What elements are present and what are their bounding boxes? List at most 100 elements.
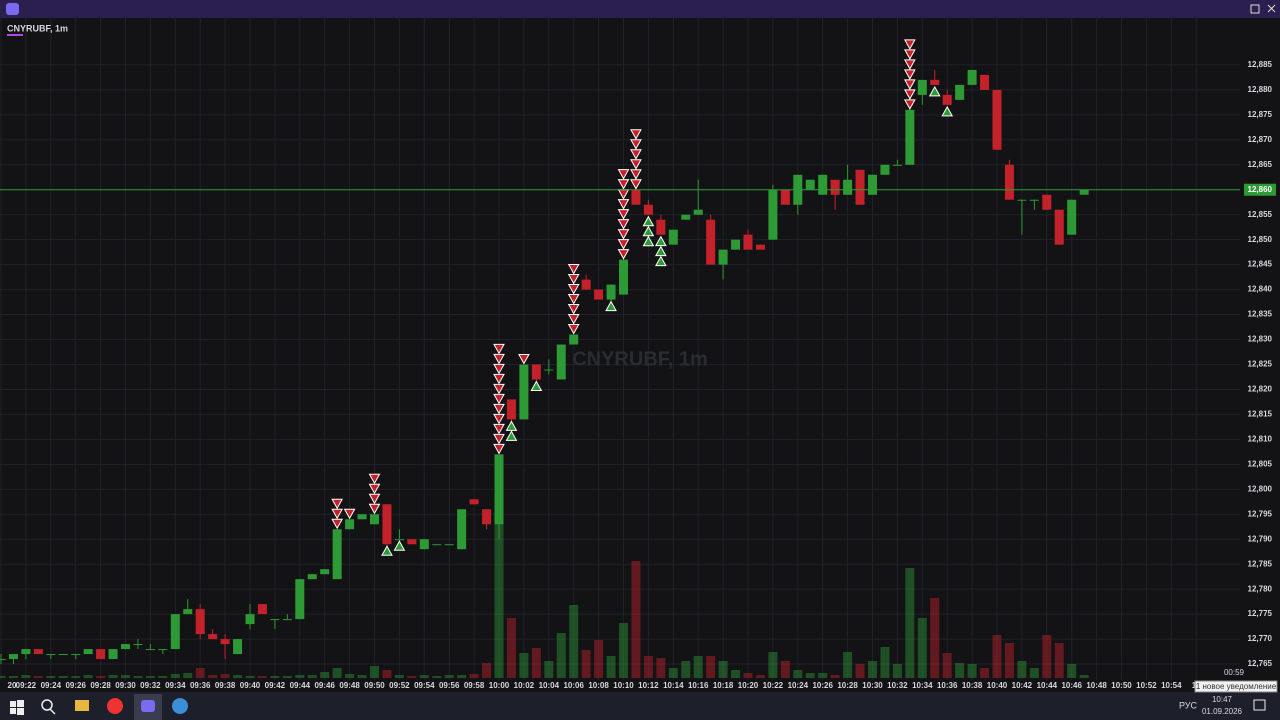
candle-body xyxy=(83,649,93,655)
watermark: CNYRUBF, 1m xyxy=(572,348,708,370)
y-tick-label: 12,870 xyxy=(1248,135,1273,144)
y-tick-label: 12,865 xyxy=(1248,160,1273,169)
x-tick-label: 09:36 xyxy=(190,681,211,690)
candle-body xyxy=(394,539,404,541)
volume-bar xyxy=(793,670,803,678)
candle-body xyxy=(33,649,43,655)
candle-body xyxy=(955,84,965,100)
title-underline xyxy=(7,34,23,36)
candle-body xyxy=(693,209,703,215)
y-tick-label: 12,805 xyxy=(1248,459,1273,468)
sell-signal xyxy=(904,39,916,50)
volume-bar xyxy=(656,658,666,678)
browser-icon[interactable] xyxy=(107,698,123,714)
candle-body xyxy=(768,189,778,240)
language[interactable]: РУС xyxy=(1179,700,1198,710)
volume-bar xyxy=(1067,664,1077,678)
volume-bar xyxy=(145,676,155,678)
volume-bar xyxy=(183,673,193,678)
x-tick-label: 09:56 xyxy=(439,681,460,690)
volume-bar xyxy=(606,656,616,678)
volume-bar xyxy=(8,676,18,678)
candle-body xyxy=(805,179,815,190)
volume-bar xyxy=(1079,675,1089,678)
volume-bar xyxy=(257,676,267,678)
candle-body xyxy=(345,519,355,530)
sell-signal xyxy=(617,169,630,180)
close-button[interactable] xyxy=(1267,4,1276,13)
candle-body xyxy=(606,284,616,300)
volume-bar xyxy=(158,676,168,678)
candle-body xyxy=(183,609,193,615)
volume-bar xyxy=(282,676,292,678)
candle-body xyxy=(320,569,330,575)
candle-body xyxy=(270,619,280,621)
volume-bar xyxy=(444,675,454,678)
clock-time[interactable]: 10:47 xyxy=(1212,695,1233,704)
x-tick-label: 09:34 xyxy=(165,681,186,690)
x-tick-label: 09:48 xyxy=(339,681,360,690)
volume-bar xyxy=(233,675,243,678)
start-button[interactable] xyxy=(10,700,24,715)
sell-signal xyxy=(368,473,381,485)
candle-body xyxy=(880,164,890,175)
app-icon-2[interactable] xyxy=(172,698,188,714)
candle-body xyxy=(780,189,790,205)
volume-bar xyxy=(320,672,330,678)
taskbar xyxy=(0,692,1280,720)
volume-bar xyxy=(967,664,977,678)
buy-signal xyxy=(655,255,667,267)
candle-body xyxy=(731,239,741,250)
volume-bar xyxy=(71,676,81,678)
x-tick-label: 09:26 xyxy=(65,681,86,690)
volume-bar xyxy=(942,653,952,678)
candle-body xyxy=(830,179,840,195)
x-tick-label: 09:52 xyxy=(389,681,410,690)
candle-body xyxy=(382,504,392,545)
buy-signal xyxy=(928,85,941,97)
explorer-icon[interactable] xyxy=(75,700,89,711)
x-tick-label: 10:36 xyxy=(937,681,958,690)
search-button[interactable] xyxy=(41,699,53,711)
x-tick-label: 10:24 xyxy=(788,681,809,690)
volume-bar xyxy=(892,664,902,678)
volume-bar xyxy=(394,675,404,678)
x-tick-label: 09:54 xyxy=(414,681,435,690)
volume-bar xyxy=(58,676,68,678)
notification-tooltip xyxy=(1194,680,1278,693)
x-tick-label: 10:00 xyxy=(489,681,510,690)
volume-bar xyxy=(631,561,641,678)
candle-body xyxy=(619,259,628,295)
x-tick-label: 10:06 xyxy=(563,681,584,690)
y-tick-label: 12,825 xyxy=(1248,360,1273,369)
x-tick-label: 09:30 xyxy=(115,681,136,690)
volume-bar xyxy=(0,676,6,678)
candle-body xyxy=(656,219,666,235)
volume-bar xyxy=(407,676,417,678)
volume-bar xyxy=(706,656,716,678)
candle-body xyxy=(370,514,379,525)
sell-signal xyxy=(343,508,356,520)
volume-bar xyxy=(992,635,1002,678)
volume-bar xyxy=(1054,643,1064,678)
candle-body xyxy=(905,109,915,165)
volume-bar xyxy=(519,653,529,678)
search-handle xyxy=(49,708,56,715)
candle-body xyxy=(519,364,529,420)
candle-body xyxy=(594,289,604,300)
restore-button[interactable] xyxy=(1250,4,1260,14)
candle-body xyxy=(1054,209,1064,245)
candle-body xyxy=(631,189,641,205)
x-tick-label: 09:58 xyxy=(464,681,485,690)
x-tick-label: 10:20 xyxy=(738,681,759,690)
candle-body xyxy=(643,204,653,215)
clock-date[interactable]: 01.09.2026 xyxy=(1202,707,1243,716)
notification-icon[interactable] xyxy=(1253,699,1266,711)
current-price-label: 12,860 xyxy=(1248,185,1273,194)
buy-signal xyxy=(530,380,543,391)
candle-body xyxy=(531,364,541,380)
volume-bar xyxy=(332,668,342,678)
notification-text: 1 новое уведомление xyxy=(1196,682,1277,691)
volume-bar xyxy=(619,623,628,678)
candle-body xyxy=(868,174,877,195)
